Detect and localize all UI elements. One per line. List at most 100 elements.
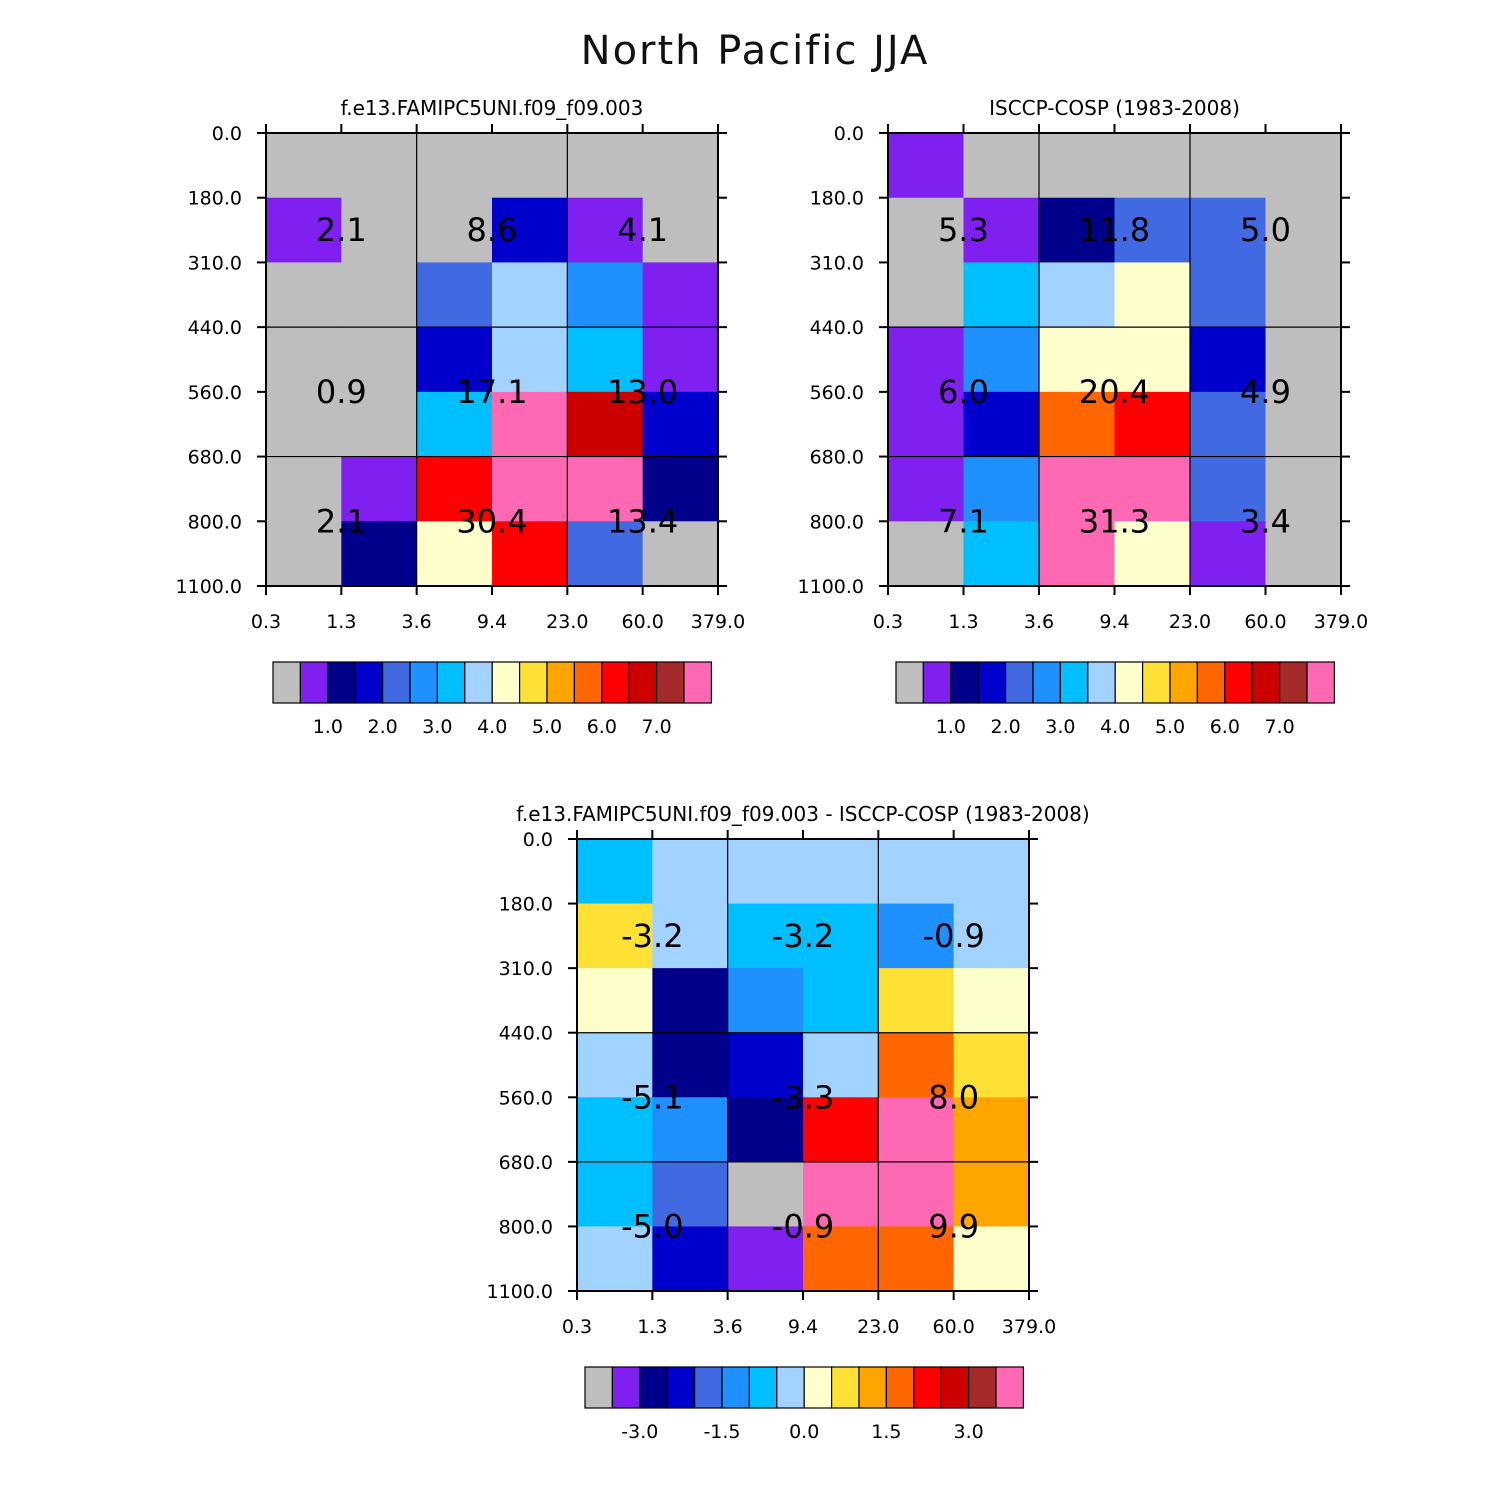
heatmap-cell: [652, 903, 729, 969]
block-value-label: 6.0: [938, 373, 989, 411]
colorbar-label: 2.0: [367, 716, 397, 738]
colorbar-box: [299, 661, 329, 704]
colorbar-box: [830, 1366, 860, 1409]
colorbar-box: [1032, 661, 1061, 704]
heatmap-cell: [953, 1161, 1030, 1228]
heatmap-cell: [642, 197, 719, 264]
heatmap-cell: [1114, 327, 1191, 393]
colorbar-label: 3.0: [1045, 716, 1075, 738]
block-value-label: 3.4: [1240, 502, 1291, 540]
heatmap-cell: [492, 456, 568, 522]
heatmap-cell: [803, 1161, 879, 1228]
colorbar-label: 1.0: [313, 716, 343, 738]
x-tick-label: 3.6: [402, 611, 432, 633]
heatmap-cell: [577, 1097, 653, 1163]
heatmap-cell: [953, 968, 1030, 1034]
x-tick-label: 60.0: [933, 1316, 975, 1338]
y-tick-label: 680.0: [188, 447, 242, 469]
heatmap-cell: [341, 133, 418, 199]
heatmap-cell: [1039, 521, 1116, 587]
heatmap-cell: [1039, 391, 1116, 458]
heatmap-cell: [953, 1226, 1030, 1292]
x-tick-label: 379.0: [1314, 611, 1368, 633]
colorbar-box: [639, 1366, 668, 1409]
heatmap-cell: [1039, 327, 1116, 393]
block-value-label: 4.1: [617, 211, 668, 249]
colorbar-box: [1169, 661, 1198, 704]
colorbar-label: 6.0: [1210, 716, 1240, 738]
heatmap-cell: [341, 327, 418, 393]
heatmap-cell: [727, 1032, 804, 1098]
heatmap-cell: [492, 391, 568, 458]
panel-title-observation: ISCCP-COSP (1983-2008): [989, 96, 1240, 120]
colorbar-box: [913, 1366, 942, 1409]
colorbar-box: [950, 661, 979, 704]
colorbar-box: [584, 1366, 613, 1409]
heatmap-cell: [341, 521, 418, 587]
block-value-label: 5.3: [938, 211, 989, 249]
colorbar-box: [693, 1366, 723, 1409]
x-tick-label: 379.0: [691, 611, 745, 633]
y-tick-label: 560.0: [810, 382, 864, 404]
heatmap-cell: [727, 1161, 804, 1228]
heatmap-cell: [1190, 456, 1267, 522]
colorbar-box: [327, 661, 356, 704]
y-tick-label: 1100.0: [176, 576, 242, 598]
heatmap-cell: [878, 1161, 955, 1228]
heatmap-cell: [266, 133, 342, 199]
heatmap-cell: [963, 133, 1040, 199]
colorbar-box: [1059, 661, 1089, 704]
heatmap-cell: [266, 391, 342, 458]
colorbar-box: [601, 661, 630, 704]
heatmap-cell: [963, 521, 1040, 587]
colorbar-box: [967, 1366, 997, 1409]
colorbar-box: [776, 1366, 805, 1409]
colorbar-box: [518, 661, 548, 704]
colorbar-box: [1004, 661, 1034, 704]
heatmap-cell: [1190, 133, 1267, 199]
heatmap-cell: [1190, 262, 1267, 328]
heatmap-cell: [878, 1032, 955, 1098]
block-value-label: 31.3: [1079, 502, 1150, 540]
heatmap-cell: [727, 1097, 804, 1163]
heatmap-cell: [1114, 262, 1191, 328]
colorbar-box: [1278, 661, 1308, 704]
colorbar-box: [1251, 661, 1281, 704]
colorbar-label: 3.0: [422, 716, 452, 738]
colorbar-box: [895, 661, 924, 704]
block-value-label: -3.3: [772, 1078, 834, 1116]
block-value-label: 5.0: [1240, 211, 1291, 249]
heatmap-cell: [492, 327, 568, 393]
block-value-label: -3.2: [621, 917, 683, 955]
heatmap-cell: [577, 1226, 653, 1292]
heatmap-cell: [492, 521, 568, 587]
heatmap-cell: [567, 391, 644, 458]
block-value-label: 20.4: [1079, 373, 1150, 411]
heatmap-cell: [1039, 197, 1116, 264]
heatmap-cell: [577, 839, 653, 905]
colorbar-label: 7.0: [641, 716, 671, 738]
y-tick-label: 1100.0: [487, 1281, 553, 1303]
x-tick-label: 23.0: [1169, 611, 1211, 633]
heatmap-cell: [953, 903, 1030, 969]
block-value-label: -5.1: [621, 1078, 683, 1116]
heatmap-cell: [1114, 133, 1191, 199]
y-tick-label: 440.0: [499, 1023, 553, 1045]
heatmap-cell: [642, 456, 719, 522]
heatmap-cell: [888, 521, 965, 587]
heatmap-cell: [878, 903, 955, 969]
colorbar-box: [977, 661, 1007, 704]
heatmap-cell: [266, 262, 342, 328]
heatmap-cell: [803, 1097, 879, 1163]
colorbar-box: [922, 661, 952, 704]
heatmap-cell: [577, 968, 653, 1034]
y-tick-label: 800.0: [499, 1216, 553, 1238]
heatmap-cell: [577, 903, 653, 969]
heatmap-cell: [1190, 327, 1267, 393]
heatmap-cell: [1114, 456, 1191, 522]
colorbar-label: 4.0: [1100, 716, 1130, 738]
colorbar-label: 5.0: [532, 716, 562, 738]
heatmap-cell: [577, 1161, 653, 1228]
y-tick-label: 180.0: [499, 894, 553, 916]
colorbar-label: -3.0: [621, 1421, 658, 1443]
